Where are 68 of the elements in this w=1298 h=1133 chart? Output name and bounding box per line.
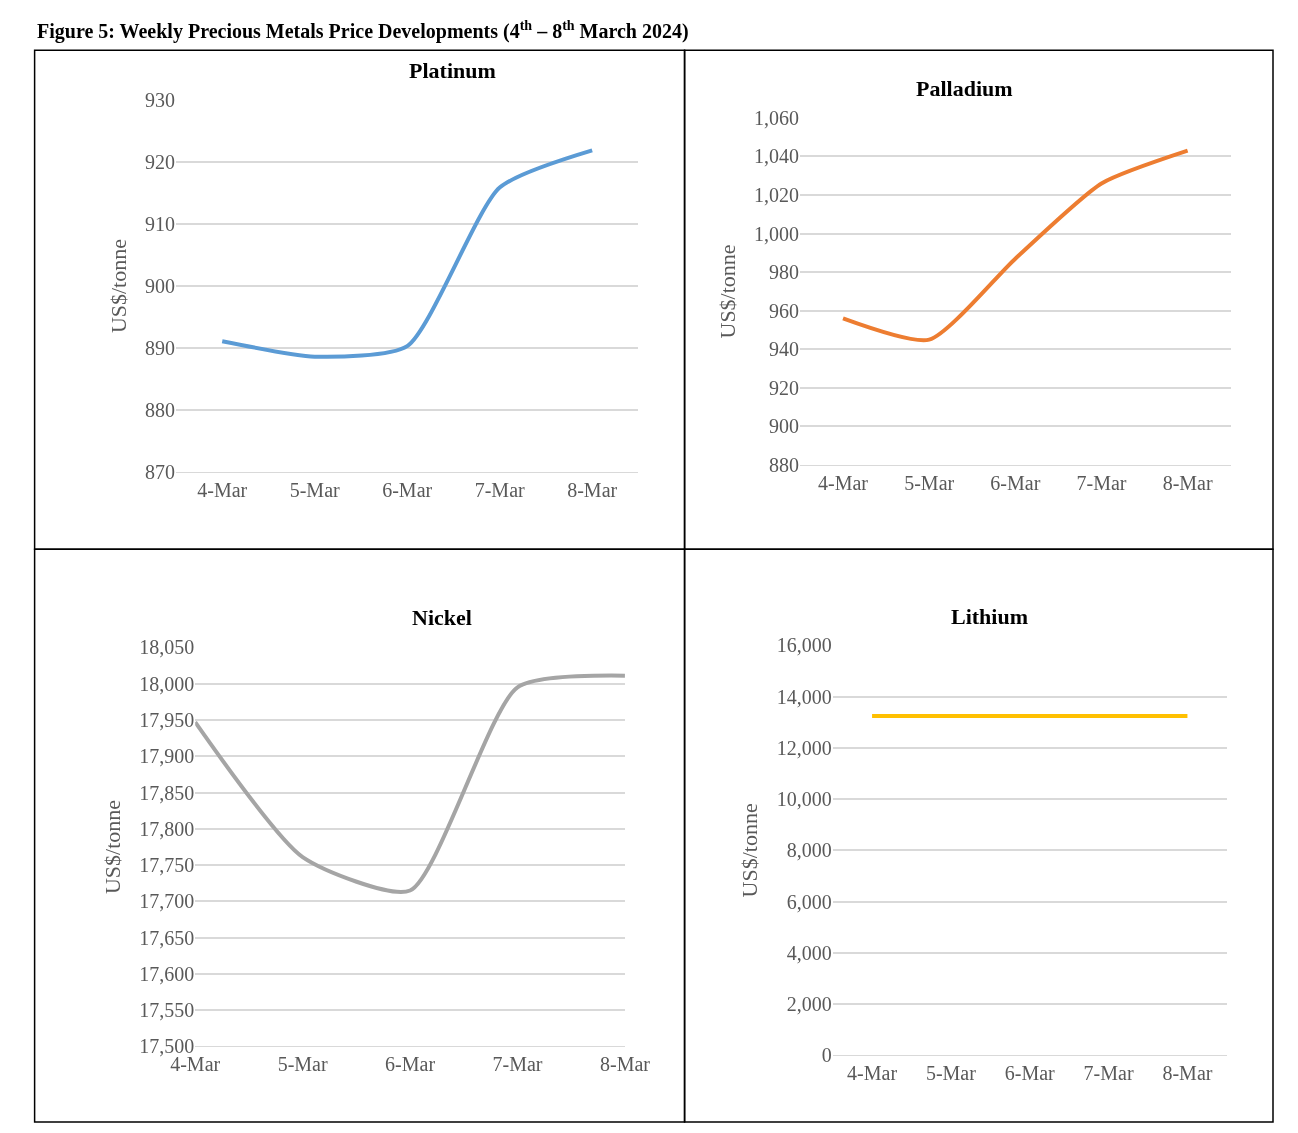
- y-tick-label: 4,000: [786, 941, 832, 964]
- y-axis-title: US$/tonne: [105, 238, 131, 334]
- y-tick-label: 0: [821, 1044, 832, 1067]
- y-tick-label: 17,750: [139, 854, 195, 877]
- y-axis-title: US$/tonne: [714, 244, 740, 339]
- y-tick-label: 17,700: [139, 890, 195, 913]
- y-tick-label: 920: [768, 376, 799, 399]
- y-tick-label: 2,000: [786, 993, 832, 1016]
- y-tick-label: 920: [144, 151, 175, 174]
- y-tick-label: 870: [144, 460, 175, 483]
- x-tick-label: 8-Mar: [567, 478, 618, 501]
- y-tick-label: 17,900: [139, 745, 195, 768]
- chart-title: Lithium: [951, 604, 1029, 629]
- y-tick-label: 17,650: [139, 926, 195, 949]
- y-tick-label: 18,000: [139, 672, 195, 695]
- x-tick-label: 5-Mar: [289, 478, 341, 501]
- y-axis-title: US$/tonne: [737, 803, 763, 898]
- y-tick-label: 1,000: [753, 222, 799, 245]
- x-tick-label: 6-Mar: [990, 472, 1041, 495]
- x-tick-label: 7-Mar: [1076, 472, 1127, 495]
- y-tick-label: 8,000: [786, 839, 832, 862]
- x-tick-label: 6-Mar: [1004, 1062, 1056, 1085]
- y-tick-label: 880: [144, 398, 175, 421]
- x-tick-label: 8-Mar: [1162, 1062, 1213, 1085]
- line-series: [220, 148, 595, 359]
- y-tick-label: 17,850: [139, 781, 195, 804]
- y-tick-label: 17,800: [139, 817, 195, 840]
- x-tick-label: 4-Mar: [847, 1062, 898, 1085]
- x-tick-label: 5-Mar: [277, 1053, 328, 1076]
- y-tick-label: 930: [144, 89, 175, 112]
- y-tick-label: 880: [768, 454, 799, 477]
- y-tick-label: 900: [768, 415, 799, 438]
- x-tick-label: 8-Mar: [1162, 472, 1213, 495]
- line-series: [195, 673, 625, 894]
- x-tick-label: 7-Mar: [492, 1053, 543, 1076]
- x-tick-label: 7-Mar: [474, 478, 526, 501]
- y-tick-label: 18,050: [139, 636, 195, 659]
- chart-title: Palladium: [916, 76, 1013, 101]
- y-tick-label: 14,000: [776, 685, 832, 708]
- y-tick-label: 12,000: [776, 736, 832, 759]
- y-tick-label: 1,060: [753, 106, 799, 129]
- x-tick-label: 4-Mar: [818, 472, 869, 495]
- y-tick-label: 17,600: [139, 962, 195, 985]
- y-tick-label: 16,000: [776, 634, 832, 657]
- y-tick-label: 6,000: [786, 890, 832, 913]
- line-series: [841, 148, 1190, 343]
- caption: Figure 5: Weekly Precious Metals Price Developments (4$^{th}$ – 8$^{th}$ March 2024): [37, 18, 689, 44]
- x-tick-label: 6-Mar: [382, 478, 433, 501]
- x-tick-label: 5-Mar: [925, 1062, 977, 1085]
- x-tick-label: 4-Mar: [197, 478, 248, 501]
- y-tick-label: 10,000: [776, 788, 832, 811]
- y-tick-label: 17,550: [139, 999, 195, 1022]
- y-tick-label: 900: [144, 275, 175, 298]
- y-axis-title: US$/tonne: [99, 799, 125, 895]
- x-tick-label: 7-Mar: [1083, 1062, 1134, 1085]
- chart-title: Nickel: [412, 605, 472, 630]
- x-tick-label: 6-Mar: [385, 1053, 436, 1076]
- x-tick-label: 8-Mar: [599, 1053, 651, 1076]
- y-tick-label: 910: [144, 213, 175, 236]
- y-tick-label: 890: [144, 336, 175, 359]
- x-tick-label: 5-Mar: [904, 472, 955, 495]
- y-tick-label: 940: [768, 338, 799, 361]
- y-tick-label: 980: [768, 261, 799, 284]
- y-tick-label: 1,040: [753, 145, 799, 168]
- y-tick-label: 960: [768, 299, 799, 322]
- y-tick-label: 17,950: [139, 708, 195, 731]
- y-tick-label: 1,020: [753, 184, 799, 207]
- chart-title: Platinum: [409, 58, 496, 83]
